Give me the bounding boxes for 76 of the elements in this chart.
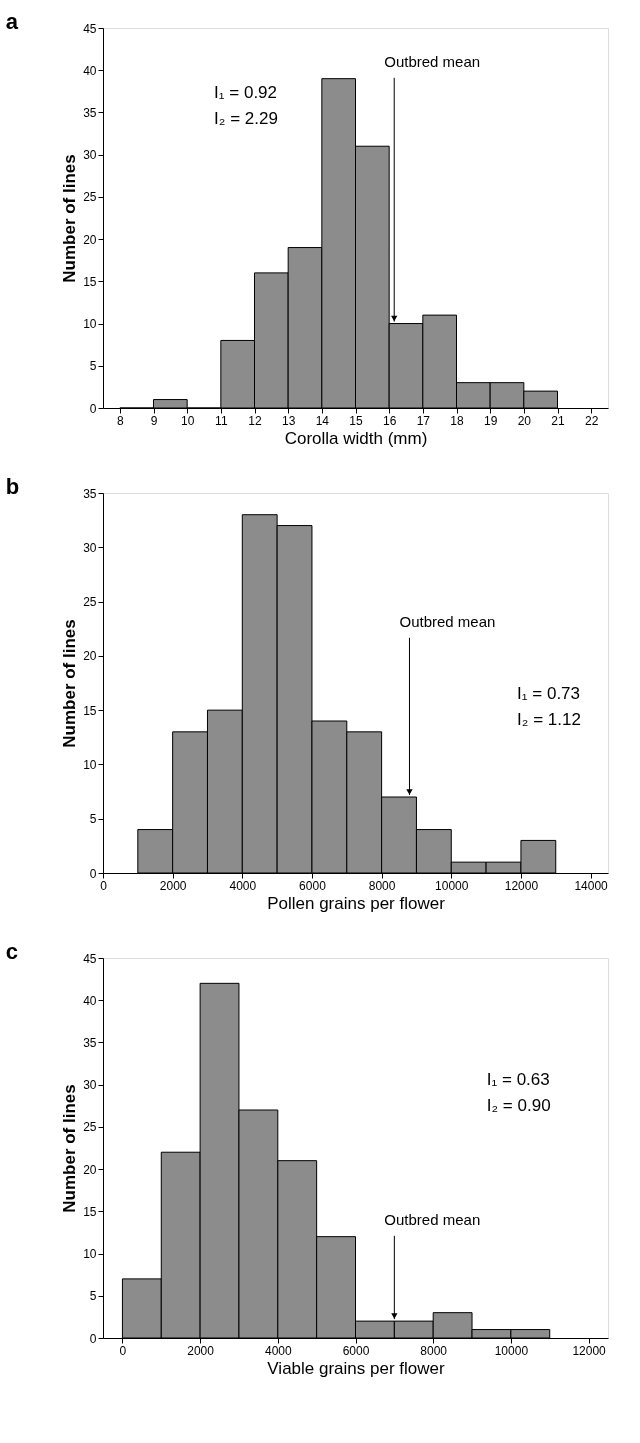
chart-title: a <box>5 9 19 34</box>
x-tick-label: 20 <box>517 413 532 428</box>
x-tick-label: 6000 <box>299 878 327 893</box>
x-tick-label: 12000 <box>504 878 539 893</box>
annotation: Outbred mean <box>384 52 481 70</box>
x-tick-label: 4000 <box>264 1343 292 1358</box>
x-tick-label: 12000 <box>572 1343 607 1358</box>
y-tick-label: 30 <box>83 1078 97 1093</box>
y-axis-title: Number of lines <box>60 154 80 283</box>
y-tick-label: 20 <box>83 1162 97 1177</box>
x-tick-label: 11 <box>215 413 228 428</box>
x-tick-label: 10 <box>180 413 195 428</box>
x-tick-label: 10000 <box>435 878 469 893</box>
y-axis-title: Number of lines <box>60 619 80 748</box>
y-tick-label: 15 <box>83 1204 97 1219</box>
y-tick-label: 25 <box>83 190 97 205</box>
x-tick-label: 8000 <box>420 1343 448 1358</box>
x-tick-label: 15 <box>349 413 363 428</box>
y-tick-label: 20 <box>83 649 97 664</box>
y-tick-label: 35 <box>83 105 97 120</box>
y-tick-label: 10 <box>83 317 97 332</box>
annotation: Outbred mean <box>399 612 496 630</box>
y-tick-label: 5 <box>89 359 97 374</box>
y-tick-label: 10 <box>83 1247 97 1262</box>
y-tick-label: 20 <box>83 232 97 247</box>
x-tick-label: 8 <box>116 413 124 428</box>
y-tick-label: 40 <box>83 993 97 1008</box>
y-tick-label: 0 <box>89 866 97 881</box>
x-tick-label: 4000 <box>229 878 257 893</box>
x-tick-label: 0 <box>100 878 108 893</box>
x-tick-label: 10000 <box>494 1343 529 1358</box>
x-axis-title: Viable grains per flower <box>267 1358 445 1378</box>
x-tick-label: 2000 <box>159 878 187 893</box>
x-tick-label: 21 <box>551 413 565 428</box>
x-tick-label: 19 <box>483 413 498 428</box>
y-tick-label: 10 <box>83 757 97 772</box>
y-tick-label: 15 <box>83 274 97 289</box>
chart-title: b <box>5 474 20 499</box>
annotation: Outbred mean <box>384 1210 481 1228</box>
y-tick-label: 0 <box>89 1331 97 1346</box>
x-tick-label: 0 <box>119 1343 127 1358</box>
annotation: I₁ = 0.92 <box>214 82 278 102</box>
y-tick-label: 25 <box>83 1120 97 1135</box>
y-tick-label: 35 <box>83 1035 97 1050</box>
chart-title: c <box>5 939 18 964</box>
annotation: I₂ = 1.12 <box>517 710 581 730</box>
annotation: I₁ = 0.73 <box>517 684 581 704</box>
x-tick-label: 9 <box>150 413 158 428</box>
x-tick-label: 2000 <box>187 1343 215 1358</box>
y-tick-label: 35 <box>83 486 97 501</box>
y-axis-title: Number of lines <box>60 1084 80 1213</box>
y-tick-label: 40 <box>83 63 97 78</box>
annotation: I₂ = 0.90 <box>486 1095 551 1115</box>
x-axis-title: Pollen grains per flower <box>267 893 446 913</box>
x-tick-label: 18 <box>450 413 464 428</box>
x-tick-label: 14 <box>315 413 330 428</box>
x-tick-label: 17 <box>416 413 431 428</box>
annotation: I₁ = 0.63 <box>486 1069 550 1089</box>
annotation: I₂ = 2.29 <box>214 108 278 128</box>
x-tick-label: 14000 <box>574 878 609 893</box>
x-tick-label: 12 <box>248 413 262 428</box>
y-tick-label: 15 <box>83 703 97 718</box>
x-tick-label: 6000 <box>342 1343 370 1358</box>
x-tick-label: 13 <box>281 413 296 428</box>
y-tick-label: 5 <box>89 1289 97 1304</box>
y-tick-label: 30 <box>83 540 97 555</box>
x-tick-label: 22 <box>584 413 599 428</box>
y-tick-label: 45 <box>83 951 97 966</box>
y-tick-label: 45 <box>83 21 97 36</box>
x-axis-title: Corolla width (mm) <box>284 428 428 448</box>
y-tick-label: 5 <box>89 812 97 827</box>
y-tick-label: 30 <box>83 148 97 163</box>
y-tick-label: 25 <box>83 595 97 610</box>
x-tick-label: 8000 <box>368 878 396 893</box>
x-tick-label: 16 <box>382 413 397 428</box>
y-tick-label: 0 <box>89 401 97 416</box>
